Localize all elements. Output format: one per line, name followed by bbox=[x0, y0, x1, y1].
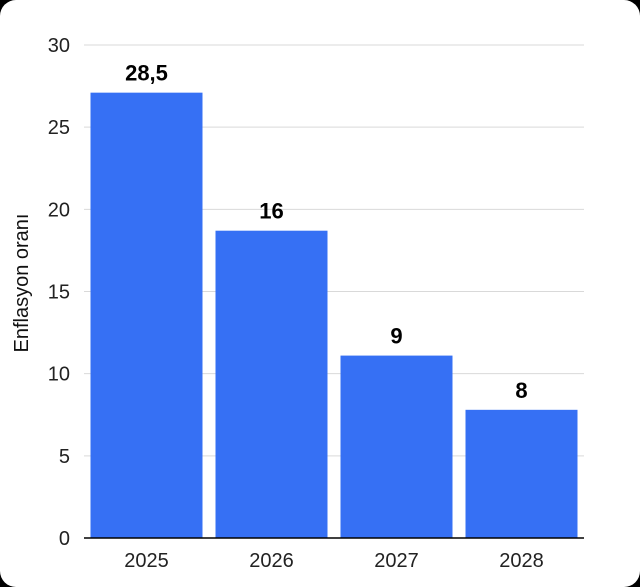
data-labels: 28,5 16 9 8 bbox=[125, 61, 528, 403]
x-tick-label-2028: 2028 bbox=[499, 550, 544, 572]
bars bbox=[90, 92, 578, 539]
bar-2025 bbox=[90, 92, 203, 538]
y-tick-label: 5 bbox=[59, 446, 70, 468]
y-tick-label: 10 bbox=[48, 364, 70, 386]
data-label-2027: 9 bbox=[390, 324, 402, 349]
x-tick-label-2026: 2026 bbox=[249, 550, 294, 572]
x-tick-label-2027: 2027 bbox=[374, 550, 419, 572]
y-tick-label: 0 bbox=[59, 528, 70, 550]
x-axis-ticks: 2025 2026 2027 2028 bbox=[124, 550, 544, 572]
y-axis-title: Enflasyon oranı bbox=[11, 214, 33, 353]
y-tick-label: 30 bbox=[48, 35, 70, 57]
x-tick-label-2025: 2025 bbox=[124, 550, 169, 572]
data-label-2028: 8 bbox=[515, 378, 527, 403]
data-label-2025: 28,5 bbox=[125, 61, 168, 86]
y-tick-label: 25 bbox=[48, 117, 70, 139]
bar-2027 bbox=[340, 355, 453, 538]
bar-2026 bbox=[215, 230, 328, 539]
y-tick-label: 20 bbox=[48, 199, 70, 221]
y-tick-label: 15 bbox=[48, 282, 70, 304]
bar-2028 bbox=[465, 409, 578, 538]
data-label-2026: 16 bbox=[259, 199, 283, 224]
y-axis-ticks: 0 5 10 15 20 25 30 bbox=[48, 35, 70, 550]
